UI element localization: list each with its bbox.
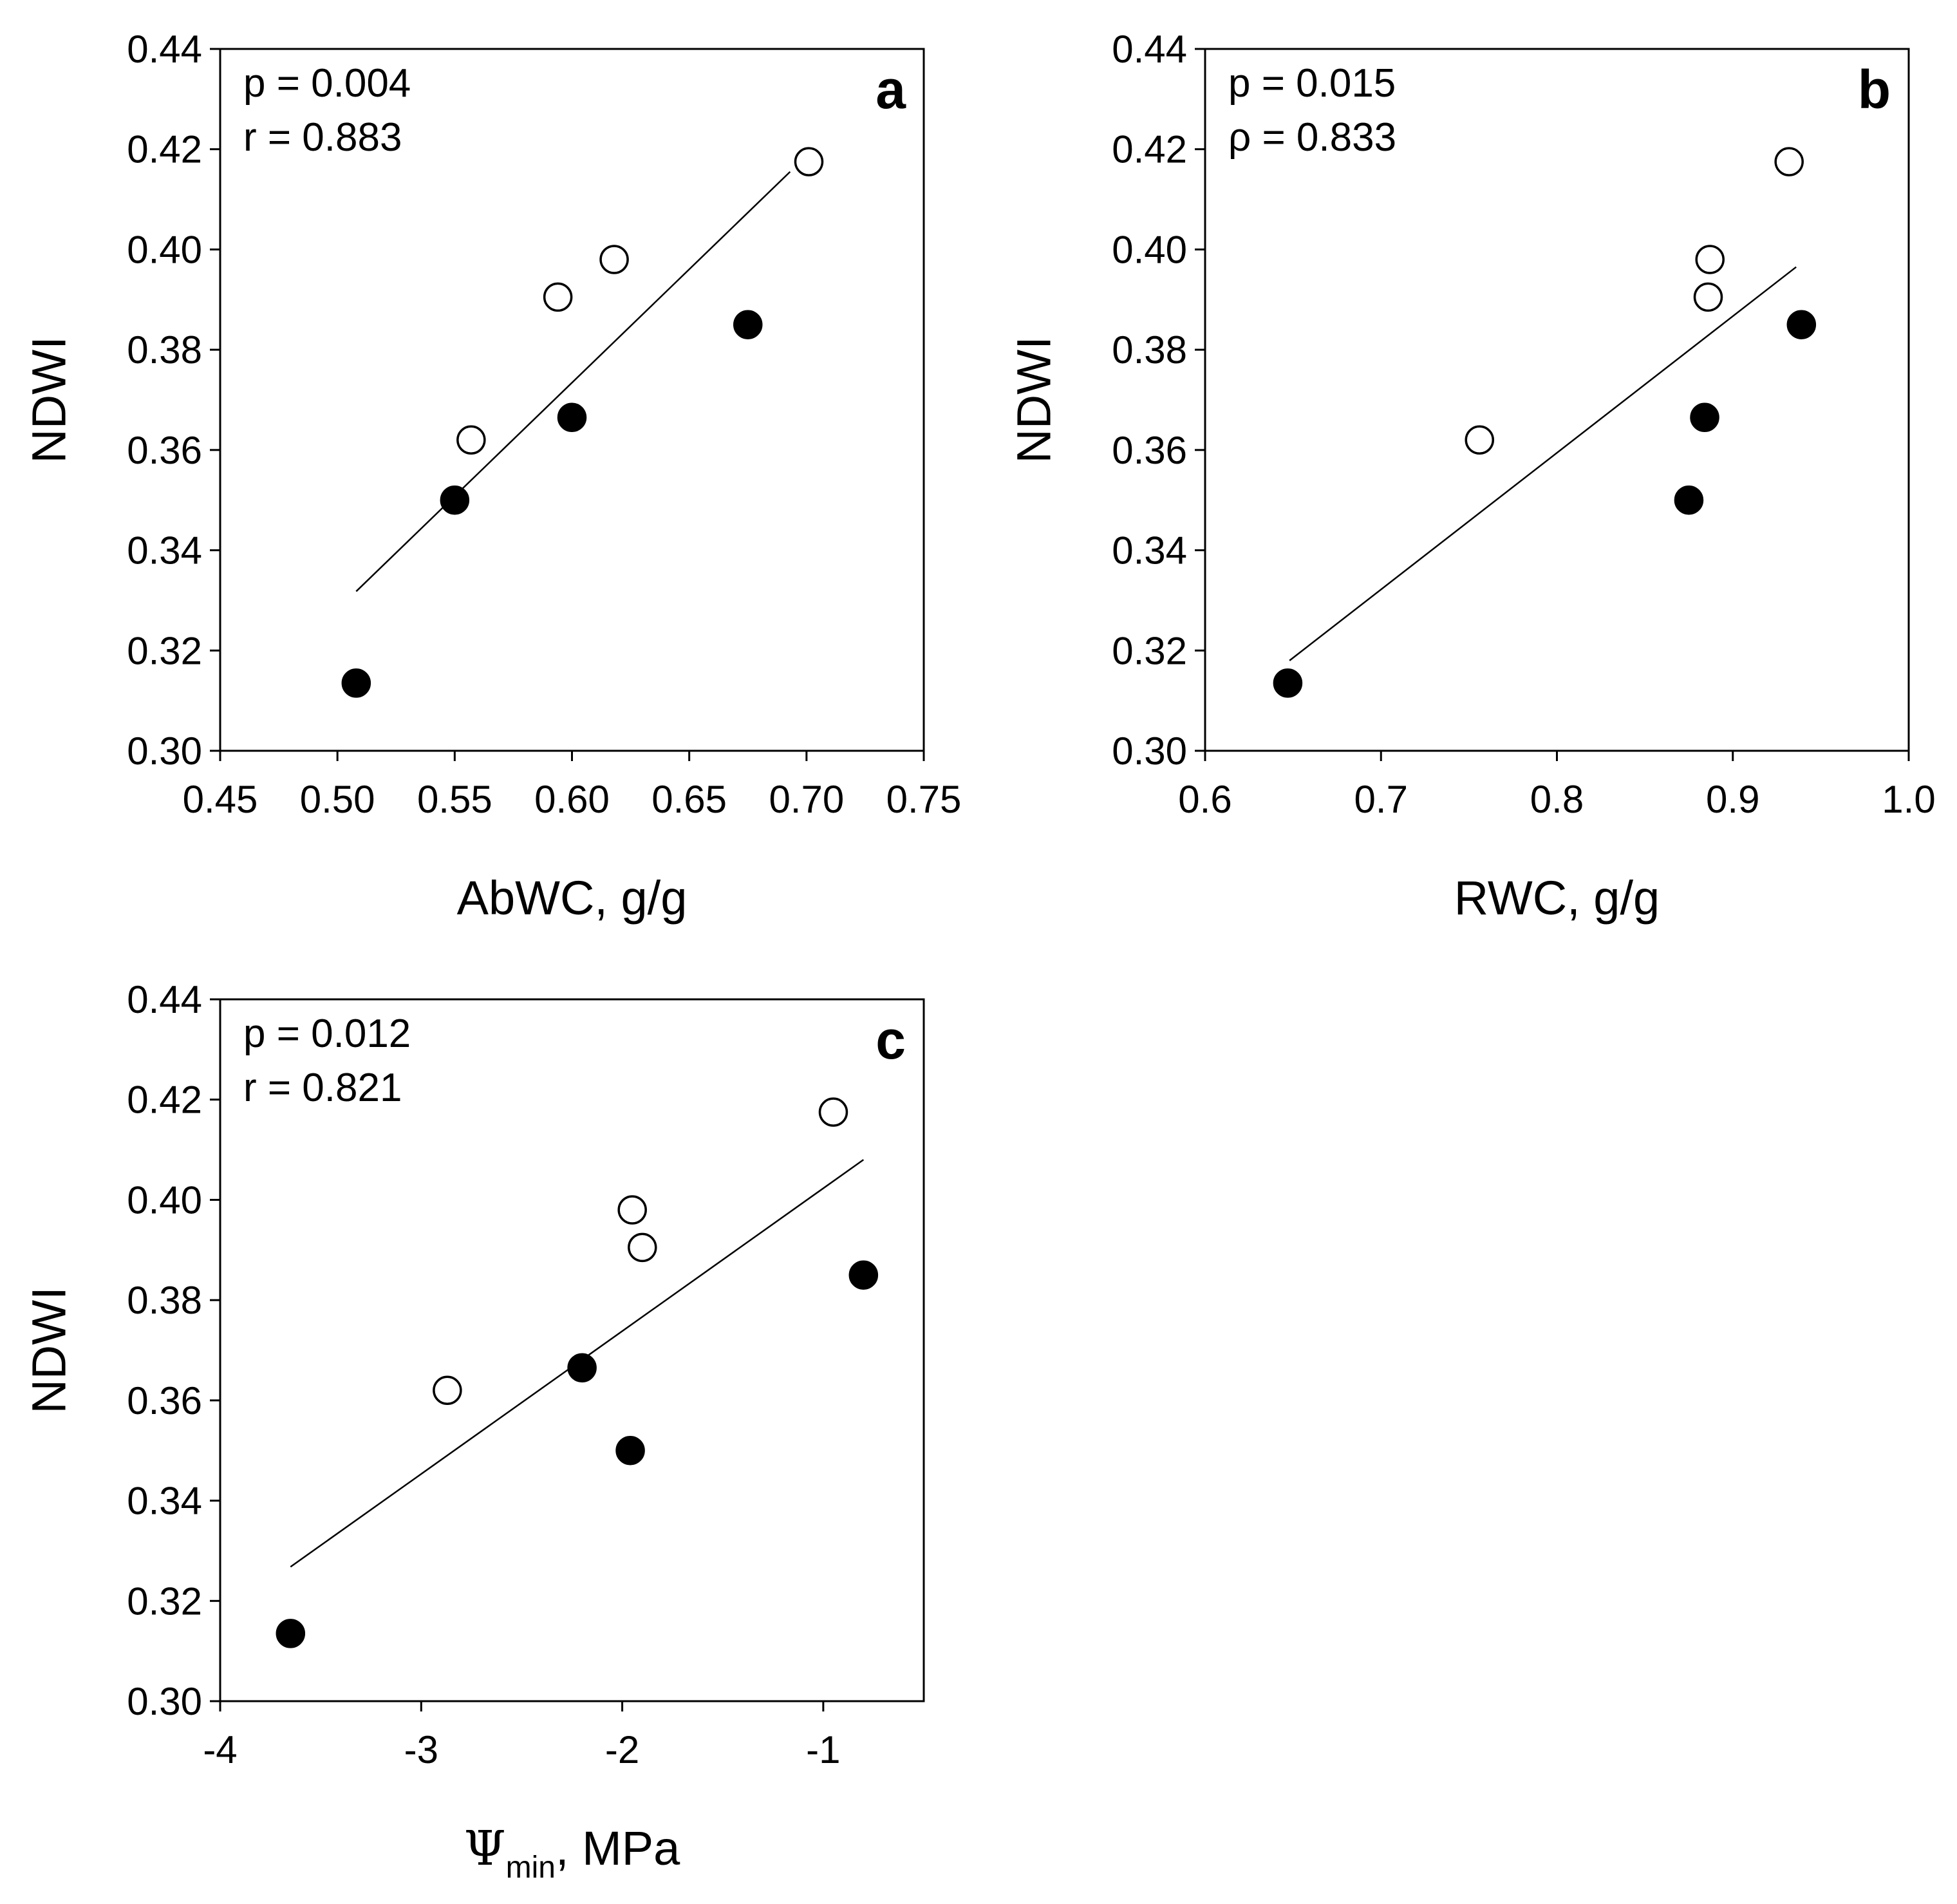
x-tick-label: 0.55: [417, 778, 492, 821]
stat-line: p = 0.004: [243, 61, 411, 106]
open-point: [1774, 147, 1804, 176]
x-tick-label: 0.65: [651, 778, 727, 821]
stat-line: r = 0.821: [243, 1066, 402, 1110]
open-point: [433, 1375, 462, 1406]
filled-point: [1273, 668, 1303, 698]
filled-point: [276, 1619, 306, 1648]
x-tick-label: 0.75: [886, 778, 962, 821]
open-point: [1465, 425, 1495, 455]
filled-point: [1690, 402, 1719, 432]
panel-label: c: [876, 1010, 906, 1070]
y-axis-title: NDWI: [23, 1287, 76, 1413]
panel-label: a: [876, 59, 906, 120]
y-tick-label: 0.38: [127, 1279, 202, 1322]
stat-line: r = 0.883: [243, 115, 402, 160]
open-point: [1693, 282, 1723, 312]
x-tick-label: 0.45: [183, 778, 258, 821]
y-tick-label: 0.38: [1112, 328, 1187, 372]
filled-point: [440, 485, 470, 515]
panel-label: b: [1858, 59, 1891, 120]
x-axis-title: Ψmin, MPa: [464, 1821, 680, 1885]
y-tick-label: 0.32: [127, 629, 202, 672]
x-tick-label: 0.6: [1178, 778, 1231, 821]
stat-line: p = 0.012: [243, 1012, 411, 1056]
y-tick-label: 0.40: [1112, 228, 1187, 271]
stat-line: ρ = 0.833: [1228, 115, 1396, 160]
filled-point: [615, 1435, 645, 1466]
x-tick-label: 0.8: [1530, 778, 1584, 821]
filled-point: [1786, 310, 1817, 339]
y-tick-label: 0.30: [127, 1680, 202, 1723]
filled-point: [557, 402, 587, 432]
filled-point: [567, 1353, 597, 1382]
y-tick-label: 0.44: [1112, 28, 1187, 71]
x-axis-subscript: min: [506, 1851, 556, 1885]
y-tick-label: 0.42: [127, 1079, 202, 1122]
y-tick-label: 0.36: [1112, 429, 1187, 472]
y-tick-label: 0.40: [127, 1178, 202, 1221]
open-point: [599, 245, 629, 274]
open-point: [818, 1097, 848, 1127]
y-axis-title: NDWI: [1007, 336, 1061, 463]
filled-point: [848, 1260, 879, 1290]
filled-point: [733, 310, 763, 339]
x-tick-label: -3: [404, 1728, 438, 1771]
open-point: [543, 282, 573, 312]
y-tick-label: 0.36: [127, 1379, 202, 1422]
chart-panel-b: 0.30 0.32 0.34 0.36 0.38 0.40 0.42 0.44 0.6 0.7 0.…: [1007, 28, 1936, 925]
open-point: [1695, 245, 1725, 274]
y-axis-title: NDWI: [23, 336, 76, 463]
y-tick-label: 0.42: [127, 128, 202, 171]
x-tick-label: 0.50: [300, 778, 375, 821]
open-point: [794, 147, 824, 176]
y-tick-label: 0.34: [1112, 529, 1187, 572]
chart-panel-a: 0.30 0.32 0.34 0.36 0.38 0.40 0.42 0.44 0.45 0.50…: [23, 28, 962, 925]
x-tick-label: 1.0: [1882, 778, 1935, 821]
y-tick-label: 0.44: [127, 978, 202, 1021]
x-tick-label: -1: [806, 1728, 840, 1771]
y-tick-label: 0.40: [127, 228, 202, 271]
open-point: [628, 1232, 657, 1263]
y-tick-label: 0.38: [127, 328, 202, 372]
chart-panel-c: 0.30 0.32 0.34 0.36 0.38 0.40 0.42 0.44 -4 -3 -2 -1…: [23, 978, 925, 1885]
x-tick-label: 0.7: [1354, 778, 1408, 821]
x-tick-label: 0.60: [534, 778, 610, 821]
filled-point: [341, 668, 371, 698]
y-tick-label: 0.34: [127, 529, 202, 572]
y-tick-label: 0.42: [1112, 128, 1187, 171]
regression-line: [355, 171, 791, 592]
y-tick-label: 0.32: [1112, 629, 1187, 672]
x-tick-label: -2: [605, 1728, 639, 1771]
x-tick-label: -4: [203, 1728, 237, 1771]
plot-frame: [219, 998, 925, 1702]
x-axis-unit: , MPa: [556, 1822, 680, 1875]
x-tick-label: 0.70: [769, 778, 844, 821]
y-tick-label: 0.30: [1112, 730, 1187, 773]
x-tick-label: 0.9: [1706, 778, 1759, 821]
stat-line: p = 0.015: [1228, 61, 1396, 106]
y-tick-label: 0.30: [127, 730, 202, 773]
y-tick-label: 0.32: [127, 1579, 202, 1623]
open-point: [456, 425, 486, 455]
y-tick-label: 0.36: [127, 429, 202, 472]
open-point: [617, 1195, 647, 1225]
filled-point: [1674, 485, 1704, 515]
x-axis-title: RWC, g/g: [1454, 871, 1660, 925]
y-tick-label: 0.44: [127, 28, 202, 71]
x-axis-title: AbWC, g/g: [457, 871, 688, 925]
y-tick-label: 0.34: [127, 1480, 202, 1523]
regression-line: [1289, 266, 1797, 661]
x-axis-symbol: Ψ: [464, 1821, 506, 1876]
